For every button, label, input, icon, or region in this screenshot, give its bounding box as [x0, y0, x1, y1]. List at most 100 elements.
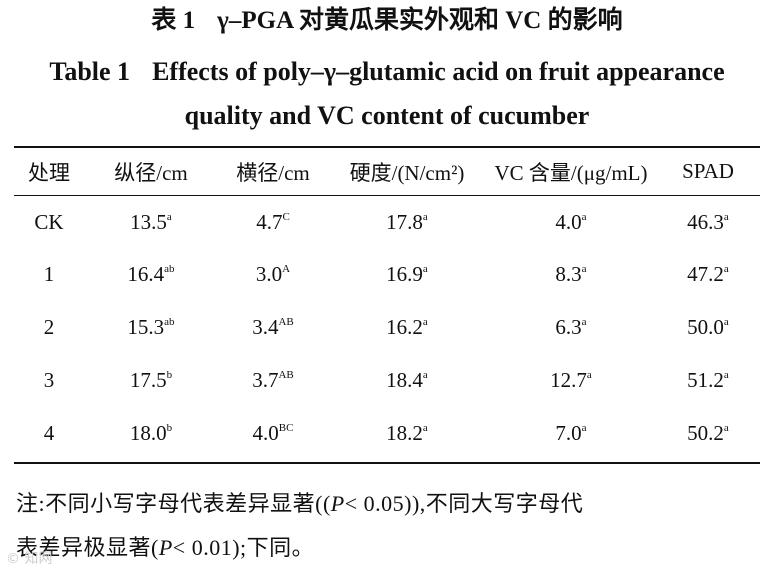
- significance-letter: a: [723, 369, 729, 381]
- header-row: 处理 纵径/cm 横径/cm 硬度/(N/cm²) VC 含量/(μg/mL) …: [14, 148, 760, 195]
- significance-letter: b: [166, 369, 173, 381]
- significance-letter: a: [581, 316, 587, 328]
- cell-value: 17.5: [129, 368, 167, 392]
- significance-letter: a: [723, 422, 729, 434]
- header-cell: 硬度/(N/cm²): [349, 160, 465, 185]
- value-cell: 12.7a: [486, 354, 656, 407]
- cell-value: 13.5: [130, 210, 167, 234]
- cell-value: 50.2: [687, 421, 724, 445]
- value-cell: 51.2a: [656, 354, 760, 407]
- cell-value: 12.7: [550, 368, 587, 392]
- significance-letter: a: [422, 211, 428, 223]
- significance-letter: a: [581, 211, 587, 223]
- footnote-text: 注:不同小写字母代表差异显著((: [16, 491, 331, 516]
- footnote-line1: 注:不同小写字母代表差异显著((P< 0.05)),不同大写字母代: [16, 482, 766, 526]
- significance-letter: b: [166, 422, 173, 434]
- cell-value: 3.4: [252, 315, 279, 339]
- header-cell: VC 含量/(μg/mL): [494, 160, 648, 185]
- table-top-rule: [14, 146, 760, 148]
- significance-letter: BC: [278, 422, 294, 434]
- p-symbol: P: [330, 491, 345, 516]
- significance-letter: a: [422, 422, 428, 434]
- value-cell: 16.2a: [328, 301, 486, 354]
- table-number-cn: 表 1: [151, 7, 196, 34]
- table-row: 4 18.0b 4.0BC 18.2a 7.0a 50.2a: [14, 407, 760, 460]
- header-cell: SPAD: [682, 159, 734, 183]
- table-title-chinese: 表 1 γ–PGA 对黄瓜果实外观和 VC 的影响: [0, 4, 774, 38]
- footnote-text: );下同。: [232, 535, 315, 560]
- significance-letter: a: [422, 369, 428, 381]
- value-cell: 50.2a: [656, 407, 760, 460]
- cell-value: 6.3: [555, 315, 582, 339]
- header-cell: 纵径/cm: [114, 160, 188, 185]
- cell-value: 50.0: [687, 315, 724, 339]
- cell-value: 7.0: [555, 421, 582, 445]
- value-cell: 18.2a: [328, 407, 486, 460]
- value-cell: 7.0a: [486, 407, 656, 460]
- value-cell: 18.4a: [328, 354, 486, 407]
- cell-value: 16.4: [127, 262, 165, 286]
- cell-value: 17.8: [386, 210, 423, 234]
- significance-letter: ab: [164, 316, 175, 328]
- value-cell: 6.3a: [486, 301, 656, 354]
- table-header-rule: [14, 195, 760, 196]
- value-cell: 46.3a: [656, 195, 760, 248]
- header-cell: 横径/cm: [236, 160, 310, 185]
- significance-letter: a: [581, 263, 587, 275]
- value-cell: 4.0a: [486, 195, 656, 248]
- footnote-line2: 表差异极显著(P< 0.01);下同。: [16, 526, 766, 570]
- value-cell: 3.4AB: [218, 301, 328, 354]
- cell-value: 15.3: [127, 315, 165, 339]
- p-threshold: < 0.01: [172, 535, 233, 560]
- significance-letter: a: [723, 263, 729, 275]
- cell-value: 46.3: [687, 210, 724, 234]
- table-bottom-rule: [14, 462, 760, 464]
- value-cell: 8.3a: [486, 248, 656, 301]
- p-symbol: P: [158, 535, 173, 560]
- title-cn-text: γ–PGA 对黄瓜果实外观和 VC 的影响: [217, 7, 623, 34]
- cell-value: 47.2: [687, 262, 724, 286]
- value-cell: 4.0BC: [218, 407, 328, 460]
- p-threshold: < 0.05: [344, 491, 405, 516]
- cell-value: 3.7: [252, 368, 279, 392]
- significance-letter: ab: [164, 263, 175, 275]
- table-row: CK 13.5a 4.7C 17.8a 4.0a 46.3a: [14, 195, 760, 248]
- table-header: 处理 纵径/cm 横径/cm 硬度/(N/cm²) VC 含量/(μg/mL) …: [14, 148, 760, 195]
- significance-letter: a: [723, 211, 729, 223]
- cell-value: 16.2: [386, 315, 423, 339]
- cell-value: 3: [43, 368, 55, 392]
- value-cell: 18.0b: [84, 407, 218, 460]
- table-body: CK 13.5a 4.7C 17.8a 4.0a 46.3a 1 16.4ab 3.0A 16.9…: [14, 195, 760, 460]
- significance-letter: AB: [278, 316, 294, 328]
- value-cell: 16.4ab: [84, 248, 218, 301]
- cell-value: 51.2: [687, 368, 724, 392]
- title-en-line1-text: Effects of poly–γ–glutamic acid on fruit…: [152, 57, 725, 86]
- cell-value: 3.0: [255, 262, 283, 286]
- cell-value: 4.7: [256, 210, 283, 234]
- value-cell: 16.9a: [328, 248, 486, 301]
- cell-value: 18.4: [386, 368, 423, 392]
- cell-value: 4: [43, 421, 55, 445]
- watermark: © 知网: [6, 551, 53, 567]
- value-cell: 3.0A: [218, 248, 328, 301]
- table-row: 2 15.3ab 3.4AB 16.2a 6.3a 50.0a: [14, 301, 760, 354]
- treatment-cell: 4: [14, 407, 84, 460]
- significance-letter: A: [282, 263, 291, 275]
- cell-value: 4.0: [555, 210, 582, 234]
- significance-letter: C: [282, 211, 290, 223]
- significance-letter: a: [422, 263, 428, 275]
- title-en-line2: quality and VC content of cucumber: [184, 101, 590, 130]
- treatment-cell: CK: [14, 195, 84, 248]
- cell-value: 4.0: [252, 421, 279, 445]
- treatment-cell: 2: [14, 301, 84, 354]
- table-footnote: 注:不同小写字母代表差异显著((P< 0.05)),不同大写字母代 表差异极显著…: [16, 482, 766, 570]
- cell-value: 1: [43, 262, 55, 286]
- cell-value: CK: [34, 210, 64, 234]
- value-cell: 4.7C: [218, 195, 328, 248]
- value-cell: 17.8a: [328, 195, 486, 248]
- footnote-text: )),不同大写字母代: [404, 491, 584, 516]
- cell-value: 18.2: [386, 421, 423, 445]
- results-table: 处理 纵径/cm 横径/cm 硬度/(N/cm²) VC 含量/(μg/mL) …: [14, 148, 760, 460]
- significance-letter: a: [586, 369, 592, 381]
- treatment-cell: 1: [14, 248, 84, 301]
